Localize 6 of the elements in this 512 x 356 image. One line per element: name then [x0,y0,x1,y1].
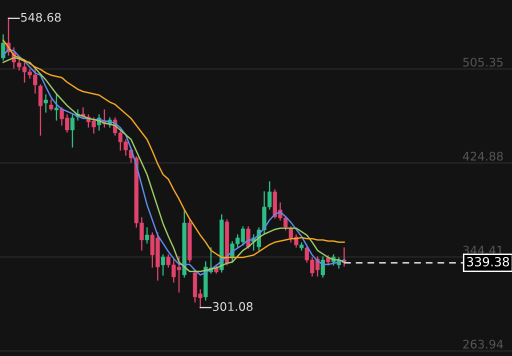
ref-line-label: 339.38 [467,256,510,266]
y-tick-label: 505.35 [463,58,503,67]
y-tick-label: 263.94 [463,340,504,349]
annotation: 301.08 [212,302,253,311]
annotation: 548.68 [21,12,61,22]
y-tick-label: 424.88 [462,152,503,161]
